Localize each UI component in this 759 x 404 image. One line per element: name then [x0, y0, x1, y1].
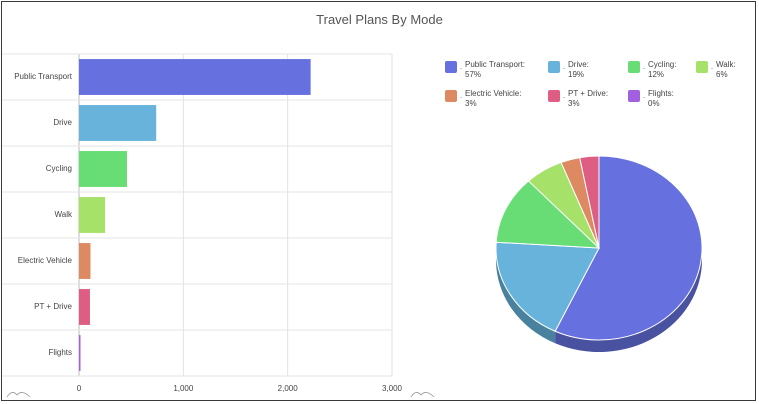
- bar-electric_vehicle[interactable]: [79, 243, 91, 279]
- bar-category-label: Flights: [48, 348, 72, 357]
- legend-swatch: [445, 61, 457, 73]
- legend-swatch: [696, 61, 708, 73]
- legend-label: PT + Drive: 3%: [568, 89, 609, 108]
- pie-side-public_transport: [555, 248, 702, 353]
- legend-item-cycling[interactable]: - Cycling: 12%: [628, 60, 676, 80]
- legend-item-electric_vehicle[interactable]: - Electric Vehicle: 3%: [445, 89, 521, 109]
- legend-dash: -: [460, 66, 462, 72]
- legend-swatch: [548, 61, 560, 73]
- pie-side-drive: [495, 248, 556, 344]
- bar-pt_drive[interactable]: [79, 289, 90, 325]
- bar-x-tick-label: 2,000: [277, 384, 298, 393]
- bar-x-tick-label: 3,000: [381, 384, 403, 393]
- bar-flights[interactable]: [79, 335, 81, 371]
- bar-walk[interactable]: [79, 197, 106, 233]
- pie-slice-public_transport[interactable]: [554, 155, 703, 341]
- legend-swatch: [445, 90, 457, 102]
- legend-item-public_transport[interactable]: - Public Transport: 57%: [445, 60, 525, 80]
- legend-label: Drive: 19%: [568, 60, 589, 79]
- pie-slice-cycling[interactable]: [495, 180, 601, 249]
- legend-label: Walk: 6%: [716, 60, 736, 79]
- legend-swatch: [628, 90, 640, 102]
- legend-label: Flights: 0%: [648, 89, 674, 108]
- legend-label: Cycling: 12%: [648, 60, 677, 79]
- legend-swatch: [628, 61, 640, 73]
- legend-dash: -: [563, 95, 565, 101]
- chart-resize-left-icon[interactable]: [6, 388, 32, 398]
- legend-item-drive[interactable]: - Drive: 19%: [548, 60, 589, 80]
- legend-item-flights[interactable]: - Flights: 0%: [628, 89, 674, 109]
- bar-category-label: Walk: [54, 210, 72, 219]
- chart-resize-right-icon[interactable]: [410, 388, 436, 398]
- legend-label: Electric Vehicle: 3%: [465, 89, 522, 108]
- pie-slice-drive[interactable]: [495, 241, 600, 332]
- legend-dash: -: [460, 95, 462, 101]
- bar-public_transport[interactable]: [79, 59, 311, 95]
- bar-category-label: PT + Drive: [34, 302, 72, 311]
- pie-slice-pt_drive[interactable]: [579, 155, 600, 249]
- legend-label: Public Transport: 57%: [465, 60, 526, 79]
- chart-title: Travel Plans By Mode: [316, 12, 443, 27]
- bar-cycling[interactable]: [79, 151, 127, 187]
- legend-item-pt_drive[interactable]: - PT + Drive: 3%: [548, 89, 608, 109]
- legend-item-walk[interactable]: - Walk: 6%: [696, 60, 736, 80]
- bar-x-tick-label: 1,000: [173, 384, 194, 393]
- legend-dash: -: [643, 95, 645, 101]
- bar-category-label: Electric Vehicle: [17, 256, 72, 265]
- legend-dash: -: [643, 66, 645, 72]
- legend-dash: -: [563, 66, 565, 72]
- legend-swatch: [548, 90, 560, 102]
- bar-category-label: Cycling: [45, 164, 72, 173]
- bar-x-tick-label: 0: [76, 384, 82, 393]
- bar-category-label: Drive: [53, 118, 72, 127]
- bar-category-label: Public Transport: [14, 72, 72, 81]
- legend-dash: -: [711, 66, 713, 72]
- bar-drive[interactable]: [79, 105, 157, 141]
